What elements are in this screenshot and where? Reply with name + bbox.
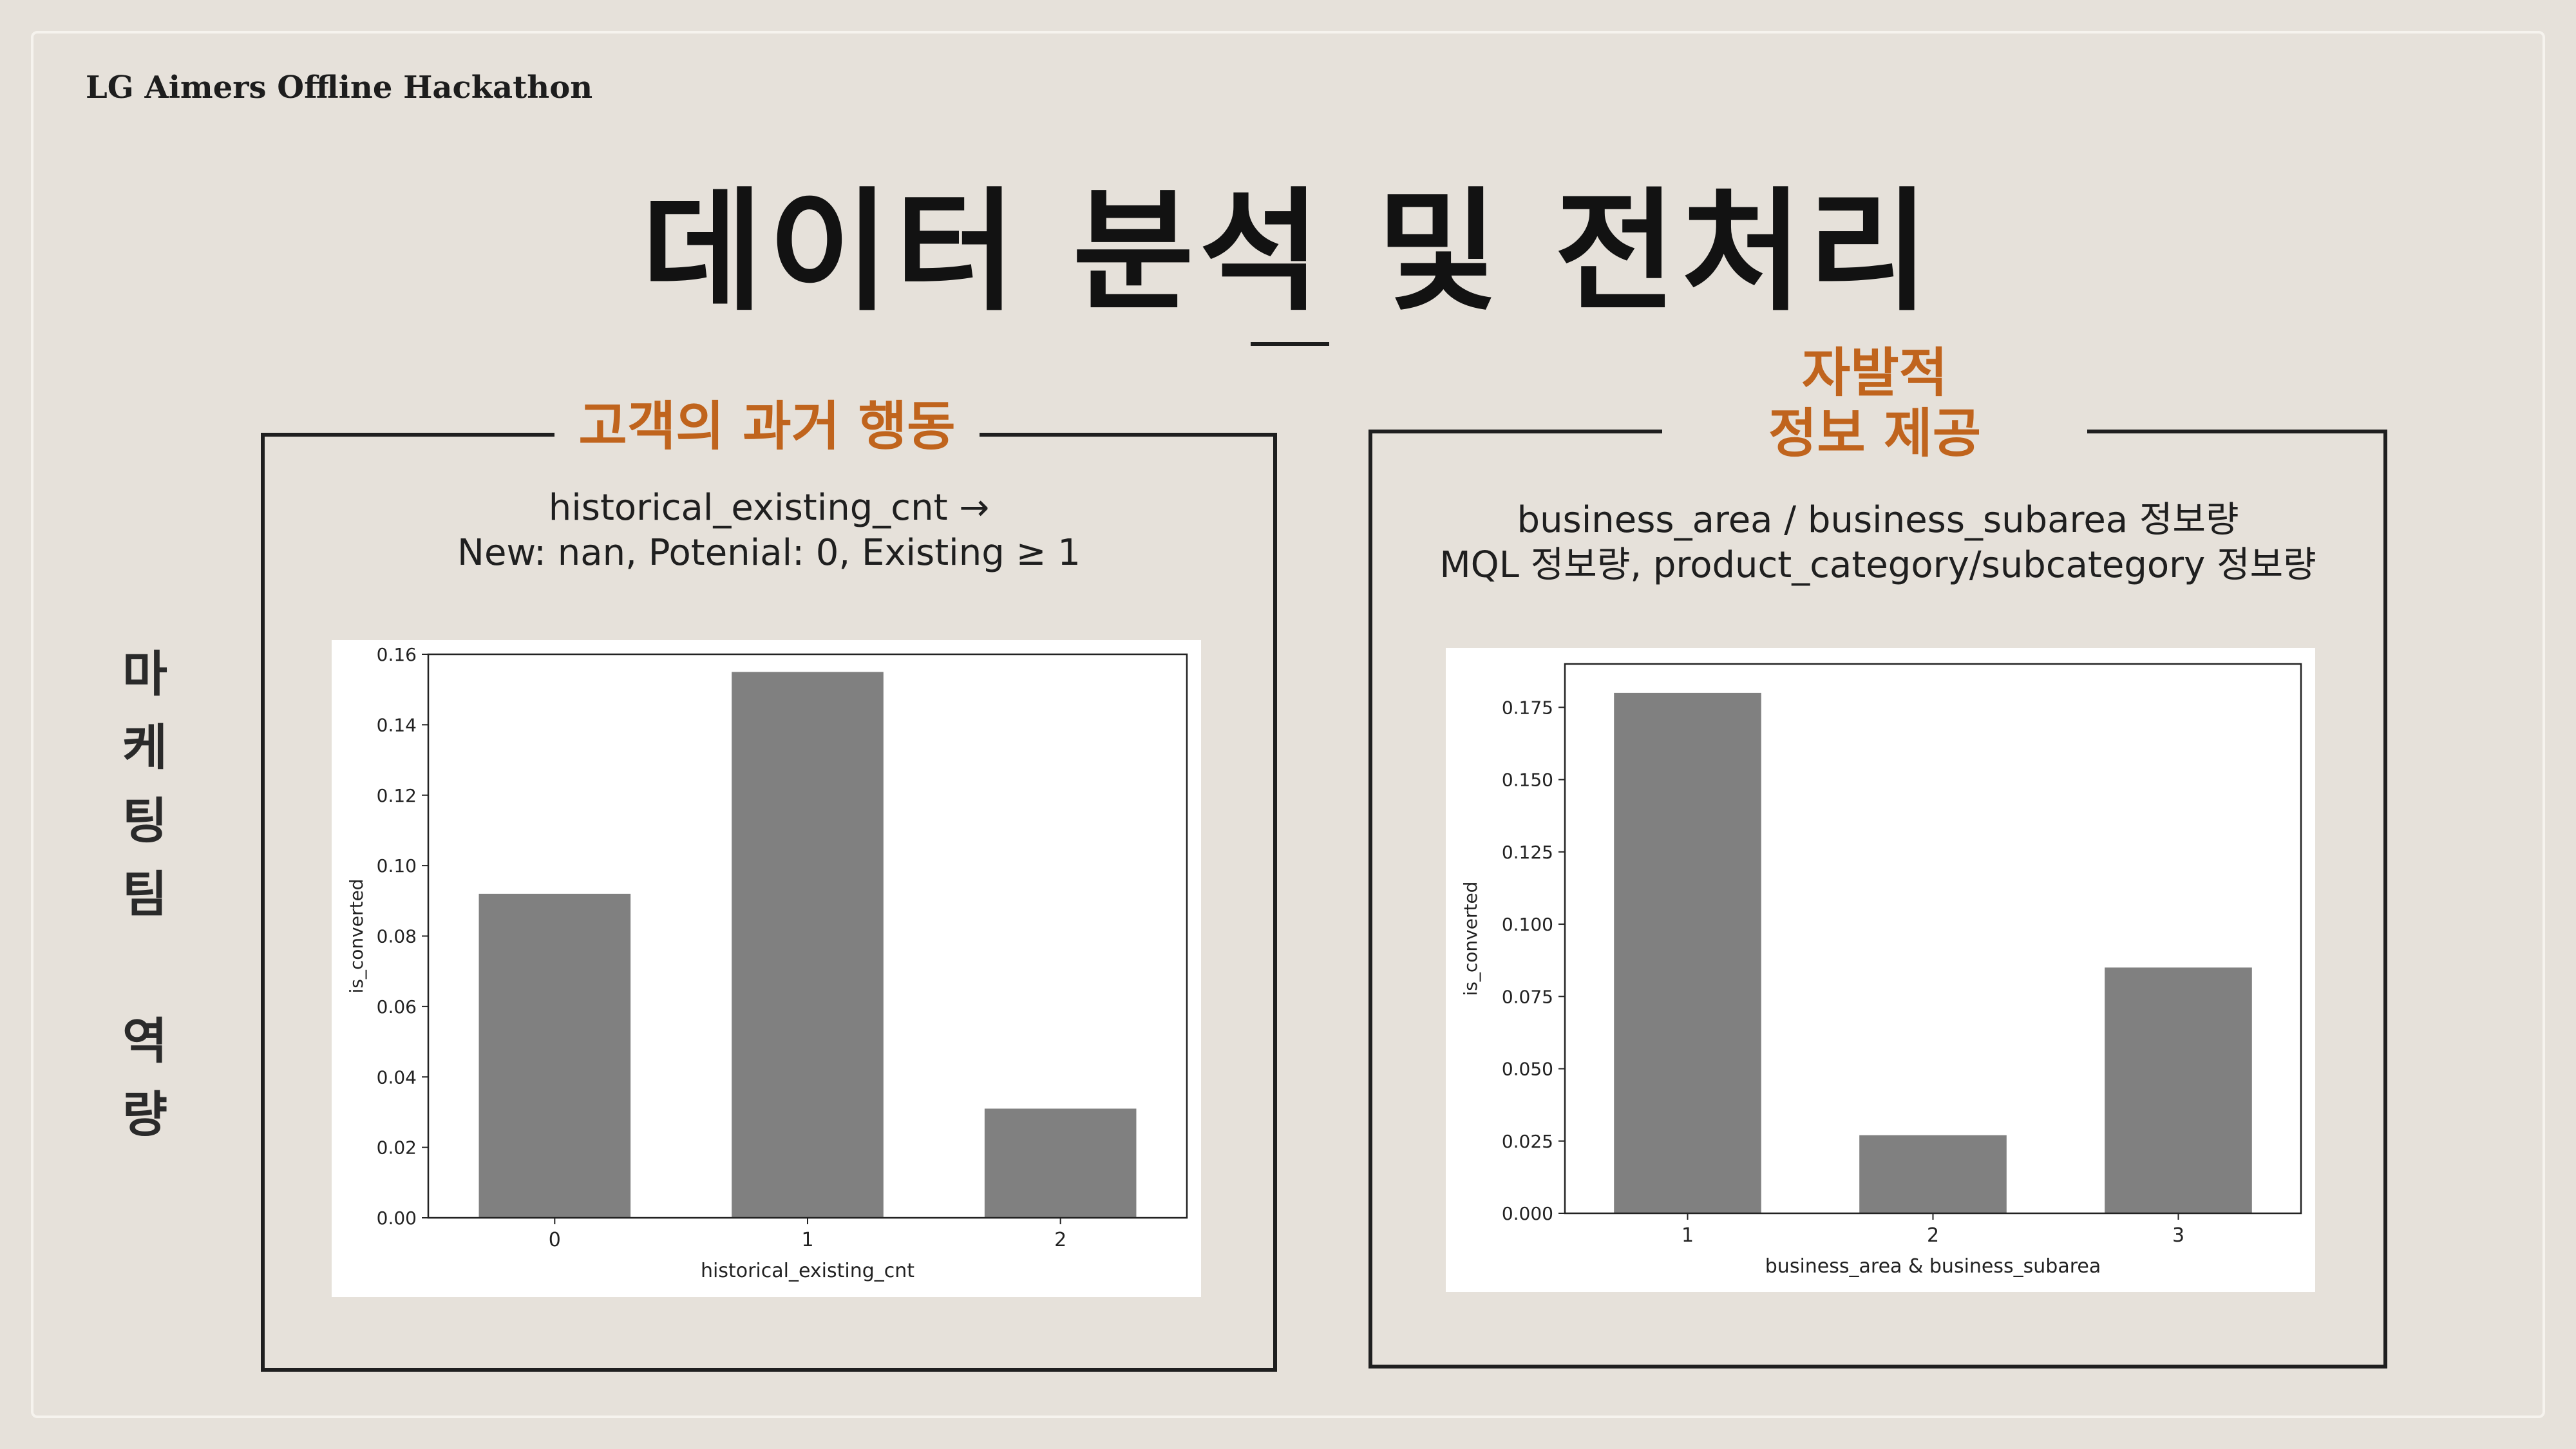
y-axis-label: is_converted [1460,882,1481,996]
bar-chart-historical: 0 1 2 0.00 0.02 0.04 0.06 0.08 0.10 0.12 0.14 0.16 h… [346,644,1188,1282]
side-label-char: 팀 [122,866,167,923]
side-label-char: 량 [122,1086,167,1143]
y-tick-label: 0.050 [1502,1059,1553,1080]
panel-heading: 자발적 정보 제공 [1662,343,2087,464]
side-label: 마 케 팅 팀 역 량 [109,638,180,1151]
x-tick-label: 3 [2172,1224,2184,1247]
slide-frame [31,31,2545,1418]
chart-container: 1 2 3 0.000 0.025 0.050 0.075 0.100 0.125 0.150 0.… [1446,648,2315,1292]
y-tick-label: 0.06 [377,996,417,1018]
x-tick-label: 2 [1927,1224,1939,1247]
panel-description-line: historical_existing_cnt → [548,487,990,529]
panel-heading: 고객의 과거 행동 [554,388,980,466]
panel-voluntary-info: 자발적 정보 제공 business_area / business_subar… [1368,343,2387,1368]
x-tick-label: 2 [1054,1229,1066,1251]
side-label-char: 마 [122,645,167,703]
bar [732,672,884,1218]
title-divider [1251,342,1329,346]
y-tick-label: 0.02 [377,1137,417,1159]
panel-description-line: New: nan, Potenial: 0, Existing ≥ 1 [457,532,1081,574]
y-tick-label: 0.125 [1502,842,1553,863]
bar-chart-business-area: 1 2 3 0.000 0.025 0.050 0.075 0.100 0.125 0.150 0.… [1460,663,2302,1278]
x-tick-label: 1 [1681,1224,1694,1247]
panel-description: historical_existing_cnt → New: nan, Pote… [265,486,1273,576]
bar [1614,692,1761,1213]
side-label-char: 팅 [122,792,167,849]
bar [478,893,631,1218]
x-tick-label: 1 [801,1229,813,1251]
y-tick-label: 0.075 [1502,986,1553,1007]
bar [984,1108,1137,1218]
y-tick-label: 0.08 [377,926,417,947]
panel-customer-history: 고객의 과거 행동 historical_existing_cnt → New:… [261,388,1277,1372]
y-axis-label: is_converted [346,879,367,994]
bar [1859,1135,2007,1213]
page-title: 데이터 분석 및 전처리 [641,176,1935,329]
y-tick-label: 0.16 [377,644,417,665]
y-tick-label: 0.100 [1502,914,1553,935]
side-label-char: 역 [122,1012,167,1070]
x-axis-label: historical_existing_cnt [701,1260,914,1282]
side-label-char: 케 [122,719,167,776]
y-tick-label: 0.00 [377,1208,417,1229]
panel-description-line: MQL 정보량, product_category/subcategory 정보… [1439,544,2316,586]
y-tick-label: 0.12 [377,785,417,806]
x-axis-label: business_area & business_subarea [1765,1255,2101,1278]
x-tick-label: 0 [549,1229,561,1251]
y-tick-label: 0.14 [377,714,417,735]
side-label-gap [109,931,180,1005]
y-tick-label: 0.175 [1502,697,1553,718]
bar [2105,967,2252,1213]
panel-heading-line: 자발적 [1801,343,1948,404]
panel-description-line: business_area / business_subarea 정보량 [1517,499,2239,541]
chart-container: 0 1 2 0.00 0.02 0.04 0.06 0.08 0.10 0.12 0.14 0.16 h… [332,640,1201,1297]
panel-heading-line: 정보 제공 [1768,403,1982,464]
plot-frame [1564,663,2302,1215]
y-tick-label: 0.025 [1502,1131,1553,1152]
y-tick-label: 0.000 [1502,1203,1553,1224]
y-tick-label: 0.10 [377,855,417,876]
brand-label: LG Aimers Offline Hackathon [86,70,593,106]
panel-description: business_area / business_subarea 정보량 MQL… [1372,498,2383,588]
y-tick-label: 0.04 [377,1066,417,1088]
y-tick-label: 0.150 [1502,770,1553,791]
